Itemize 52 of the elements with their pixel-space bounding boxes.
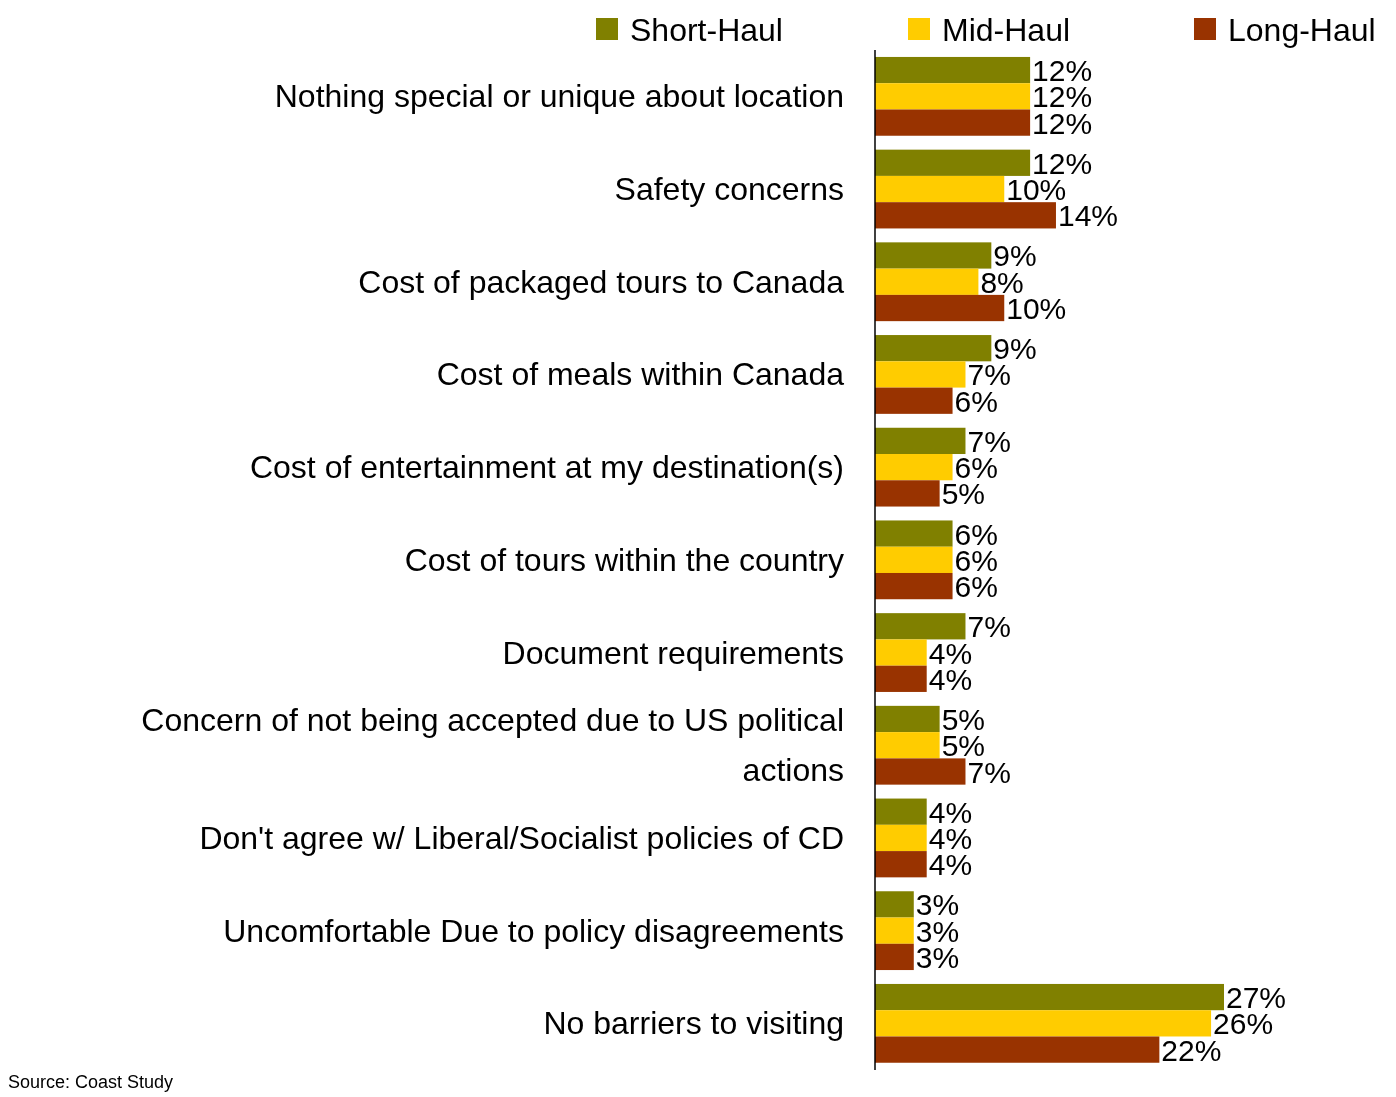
legend-label: Mid-Haul (942, 12, 1071, 48)
bar (875, 56, 1031, 84)
y-tick-label: No barriers to visiting (543, 1005, 844, 1042)
bar (875, 520, 953, 547)
legend-label: Short-Haul (630, 12, 783, 48)
y-tick-label: Don't agree w/ Liberal/Socialist policies of CD (199, 819, 844, 856)
bar (875, 572, 953, 600)
bar (875, 851, 927, 878)
bar (875, 109, 1031, 136)
bar (875, 294, 1005, 322)
bar (875, 613, 966, 640)
bar (875, 268, 979, 295)
bar (875, 335, 992, 362)
bar (875, 917, 914, 944)
data-label: 4% (928, 848, 973, 882)
bar (875, 202, 1056, 229)
bar (875, 798, 927, 825)
y-tick-label: Cost of packaged tours to Canada (358, 263, 845, 300)
y-tick-label: Cost of meals within Canada (436, 356, 845, 393)
bar (875, 546, 953, 573)
y-tick-label: Concern of not being accepted due to US political actions (141, 702, 844, 789)
bar (875, 732, 940, 759)
data-label: 4% (928, 795, 973, 829)
bar (875, 83, 1031, 110)
bar (875, 480, 940, 507)
bar (875, 983, 1224, 1011)
bar (875, 454, 953, 481)
y-tick-label: Nothing special or unique about location (274, 78, 844, 115)
bar (875, 665, 927, 692)
bar (875, 149, 1031, 176)
bar (875, 387, 953, 414)
bar (875, 1036, 1160, 1063)
legend-label: Long-Haul (1228, 12, 1376, 48)
data-label: 6% (954, 570, 998, 604)
source-note: Source: Coast Study (8, 1072, 174, 1092)
bar (875, 242, 992, 269)
data-label: 6% (954, 517, 998, 551)
bar (875, 824, 927, 852)
y-tick-label: Uncomfortable Due to policy disagreements (223, 912, 844, 949)
bar (875, 639, 927, 666)
bar (875, 891, 914, 918)
bar (875, 943, 914, 971)
y-tick-label: Safety concerns (614, 171, 844, 208)
bar (875, 427, 966, 455)
bar (875, 705, 940, 733)
bar (875, 361, 966, 388)
y-tick-label: Cost of tours within the country (404, 541, 844, 578)
bar (875, 1010, 1212, 1037)
bar (875, 758, 966, 785)
bar (875, 175, 1005, 203)
y-tick-label: Cost of entertainment at my destination(s) (249, 449, 844, 486)
y-tick-label: Document requirements (502, 634, 844, 671)
